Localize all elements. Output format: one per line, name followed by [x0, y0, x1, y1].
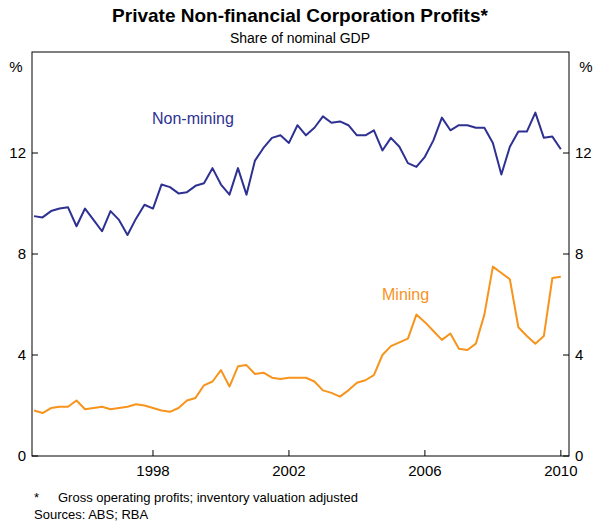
- x-tick-label: 2006: [408, 462, 441, 479]
- y2-axis-label: %: [579, 58, 592, 75]
- series-line: [34, 113, 561, 235]
- x-tick: [288, 450, 289, 456]
- y-tick: [563, 456, 569, 457]
- series-label: Non-mining: [152, 110, 234, 127]
- x-tick: [152, 450, 153, 456]
- y-tick: [563, 153, 569, 154]
- series-label: Mining: [382, 286, 429, 303]
- y-tick: [563, 254, 569, 255]
- y-tick: [32, 153, 38, 154]
- y-tick-label: 4: [18, 346, 26, 363]
- y-tick-label: 0: [18, 447, 26, 464]
- y-tick-label: 12: [9, 144, 26, 161]
- x-tick: [424, 450, 425, 456]
- y-tick: [563, 355, 569, 356]
- y-tick-label: 8: [18, 245, 26, 262]
- subtitle: Share of nominal GDP: [230, 30, 370, 46]
- y-tick: [32, 254, 38, 255]
- chart: Private Non-financial Corporation Profit…: [0, 0, 600, 527]
- footnote-marker: *: [34, 490, 39, 505]
- y-tick-label: 8: [575, 245, 583, 262]
- series-line: [34, 267, 561, 413]
- y-tick-label: 12: [575, 144, 592, 161]
- x-tick-label: 1998: [136, 462, 169, 479]
- y-axis-label: %: [9, 58, 22, 75]
- x-tick: [560, 450, 561, 456]
- x-tick-label: 2002: [272, 462, 305, 479]
- x-tick-label: 2010: [544, 462, 577, 479]
- title: Private Non-financial Corporation Profit…: [112, 5, 488, 26]
- source: Sources: ABS; RBA: [34, 507, 148, 522]
- footnote: Gross operating profits; inventory valua…: [58, 490, 358, 505]
- y-tick-label: 4: [575, 346, 583, 363]
- y-tick: [32, 355, 38, 356]
- y-tick: [32, 456, 38, 457]
- series-group: [34, 113, 561, 413]
- plot-frame: [32, 52, 569, 456]
